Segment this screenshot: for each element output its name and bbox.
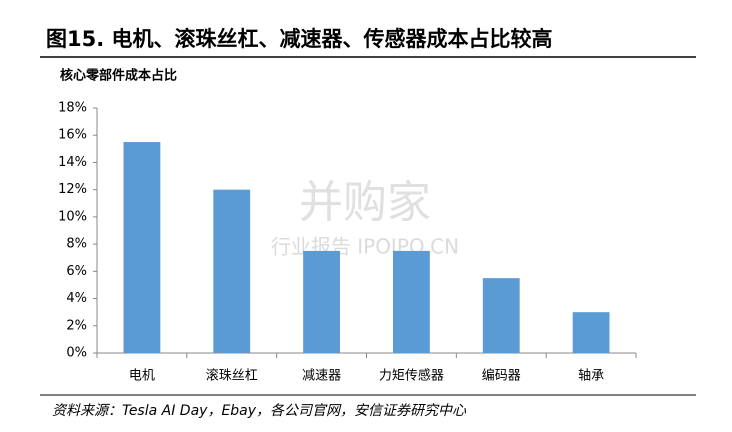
chart-subtitle: 核心零部件成本占比 [60, 68, 177, 84]
y-tick-label: 2% [66, 318, 87, 333]
y-tick-label: 8% [66, 237, 87, 252]
y-tick-label: 4% [66, 291, 87, 306]
y-tick-label: 14% [58, 155, 87, 170]
y-tick-label: 6% [66, 264, 87, 279]
x-tick-label: 减速器 [302, 369, 341, 384]
x-tick-label: 滚珠丝杠 [206, 368, 258, 384]
bar [303, 250, 340, 353]
y-tick-label: 0% [66, 346, 87, 361]
chart-title: 图15. 电机、滚珠丝杠、减速器、传感器成本占比较高 [46, 27, 553, 51]
bar [213, 189, 251, 353]
x-tick-label: 力矩传感器 [379, 368, 444, 384]
bar [572, 312, 610, 353]
x-tick-label: 电机 [129, 369, 155, 384]
y-tick-label: 16% [58, 128, 87, 143]
x-tick-label: 轴承 [578, 369, 604, 384]
bar [393, 250, 430, 353]
bar [123, 142, 161, 353]
watermark: 并购家 [299, 177, 431, 228]
y-tick-label: 18% [58, 101, 87, 116]
x-tick-label: 编码器 [482, 369, 521, 384]
source-note: 资料来源：Tesla AI Day，Ebay，各公司官网，安信证券研究中心 [52, 403, 467, 419]
y-tick-label: 12% [58, 182, 87, 197]
y-tick-label: 10% [58, 209, 87, 224]
watermark: 行业报告 IPOIPO.CN [271, 235, 459, 259]
bar [482, 278, 520, 353]
